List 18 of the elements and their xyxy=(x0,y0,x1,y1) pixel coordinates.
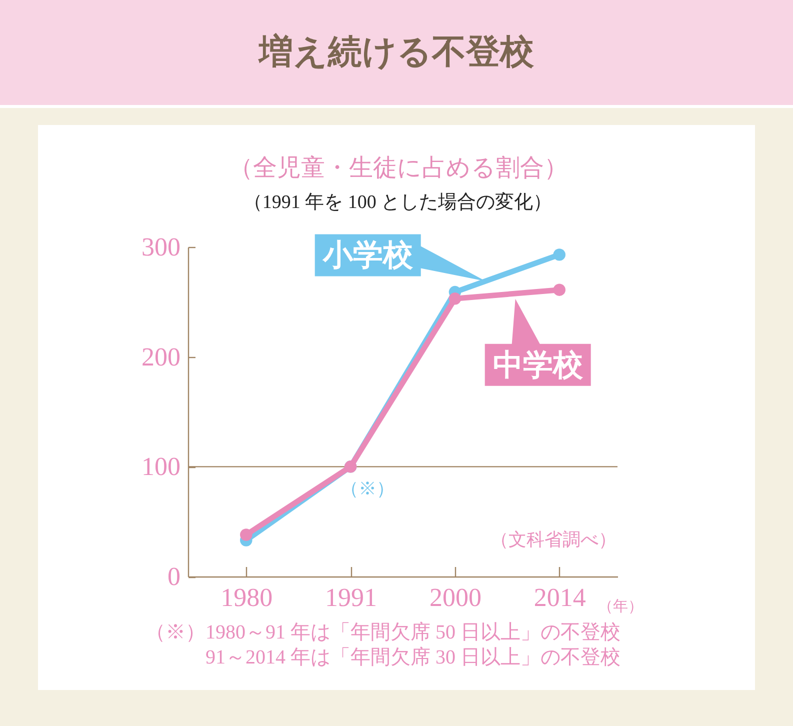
chart-title: 増え続ける不登校 xyxy=(0,0,793,105)
y-tick-label: 200 xyxy=(142,342,180,372)
text: （※）1980～91 年は「年間欠席 50 日以上」の不登校 xyxy=(146,622,620,644)
y-axis-title: （全児童・生徒に占める割合） xyxy=(228,154,568,182)
x-tick-label: 2014 xyxy=(534,583,586,612)
x-tick-label: 2000 xyxy=(429,583,482,612)
x-tick-label: 1991 xyxy=(325,583,378,612)
annotation: （文科省調べ） xyxy=(490,530,616,550)
y-tick-label: 300 xyxy=(142,232,180,262)
y-tick-label: 100 xyxy=(142,452,180,482)
annotation: （※） xyxy=(340,478,395,499)
x-tick-label: 1980 xyxy=(220,583,273,612)
y-tick-label: 0 xyxy=(168,562,180,591)
series-label: 小学校 xyxy=(322,238,414,274)
text: 91～2014 年は「年間欠席 30 日以上」の不登校 xyxy=(206,646,620,668)
chart-subtitle: （1991 年を 100 とした場合の変化） xyxy=(243,191,552,213)
x-axis-title: （年） xyxy=(598,598,643,615)
series-label: 中学校 xyxy=(492,348,584,383)
